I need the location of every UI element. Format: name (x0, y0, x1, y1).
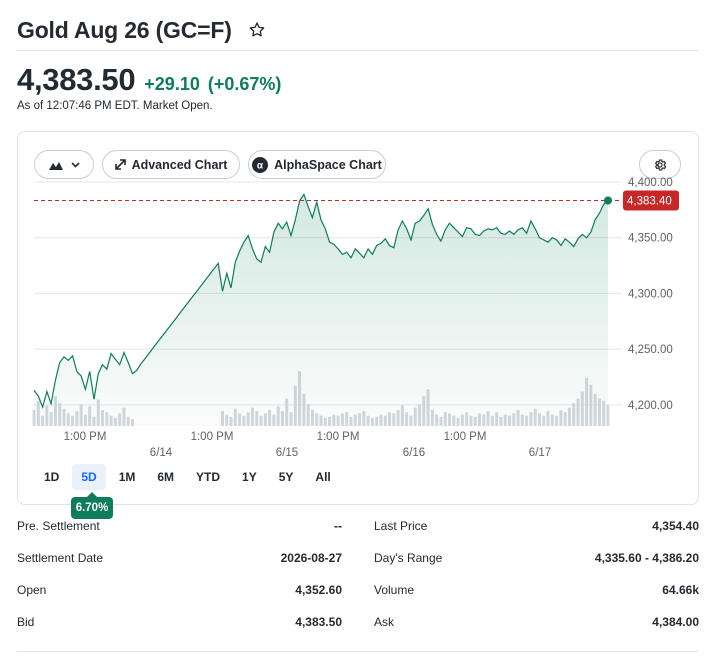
stat-row: Open 4,352.60 (17, 574, 342, 606)
stat-value: -- (334, 519, 342, 533)
stats-divider (17, 651, 699, 652)
last-price: 4,383.50 (17, 62, 136, 97)
range-performance-badge: 6.70% (71, 492, 113, 519)
range-button-1y[interactable]: 1Y (242, 470, 257, 484)
stat-row: Settlement Date 2026-08-27 (17, 542, 342, 574)
stat-label: Volume (374, 583, 415, 597)
x-time-label: 1:00 PM (317, 431, 360, 443)
x-time-label: 1:00 PM (191, 431, 234, 443)
y-tick-label: 4,400.00 (628, 177, 673, 189)
range-button-5d[interactable]: 5D (72, 464, 106, 490)
range-button-all[interactable]: All (315, 470, 331, 484)
y-tick-label: 4,250.00 (628, 344, 673, 356)
stat-row: Volume 64.66k (374, 574, 699, 606)
price-change: +29.10 (144, 74, 200, 94)
x-time-label: 1:00 PM (444, 431, 487, 443)
stat-row: Day's Range 4,335.60 - 4,386.20 (374, 542, 699, 574)
header-divider (17, 50, 699, 51)
range-button-5y[interactable]: 5Y (278, 470, 294, 484)
current-price-dot (604, 196, 612, 205)
quote-summary: 4,383.50 +29.10 (+0.67%) (17, 62, 281, 98)
stat-label: Settlement Date (17, 551, 104, 565)
stat-row: Pre. Settlement -- (17, 510, 342, 542)
stat-row: Bid 4,383.50 (17, 606, 342, 638)
stat-value: 4,352.60 (295, 583, 342, 597)
advanced-chart-label: Advanced Chart (131, 157, 228, 172)
y-tick-label: 4,200.00 (628, 400, 673, 412)
price-area (34, 194, 608, 426)
stat-value: 4,354.40 (652, 519, 699, 533)
mountain-chart-icon (48, 159, 63, 171)
range-button-6m[interactable]: 6M (157, 470, 175, 484)
range-button-1m[interactable]: 1M (118, 470, 136, 484)
chart-settings-button[interactable] (639, 150, 681, 179)
current-price-label: 4,383.40 (627, 195, 672, 207)
alphaspace-icon: α (252, 156, 269, 173)
x-date-label: 6/16 (403, 447, 425, 459)
stat-label: Pre. Settlement (17, 519, 100, 533)
range-button-ytd[interactable]: YTD (196, 470, 221, 484)
chart-card: Advanced Chart α AlphaSpace Chart 4,400.… (17, 131, 699, 519)
x-time-label: 1:00 PM (64, 431, 107, 443)
x-date-label: 6/14 (150, 447, 173, 459)
alphaspace-chart-label: AlphaSpace Chart (274, 157, 382, 172)
stat-label: Last Price (374, 519, 428, 533)
market-status: As of 12:07:46 PM EDT. Market Open. (17, 100, 213, 112)
stat-label: Ask (374, 615, 395, 629)
y-tick-label: 4,300.00 (628, 288, 673, 300)
y-tick-label: 4,350.00 (628, 233, 673, 245)
x-date-label: 6/17 (529, 447, 551, 459)
stat-label: Open (17, 583, 47, 597)
page-title: Gold Aug 26 (GC=F) (17, 16, 232, 43)
chart-type-dropdown[interactable] (34, 150, 94, 179)
stat-value: 4,383.50 (295, 615, 342, 629)
stat-value: 64.66k (662, 583, 699, 597)
stat-value: 4,384.00 (652, 615, 699, 629)
quote-header: Gold Aug 26 (GC=F) (17, 10, 699, 50)
stat-value: 4,335.60 - 4,386.20 (594, 551, 699, 565)
star-icon[interactable] (248, 21, 266, 39)
price-change-percent: (+0.67%) (207, 74, 282, 94)
alphaspace-chart-button[interactable]: α AlphaSpace Chart (248, 150, 386, 179)
range-selector: 1D 5D 1M 6M YTD 1Y 5Y All (35, 464, 344, 490)
advanced-chart-button[interactable]: Advanced Chart (102, 150, 240, 179)
stat-value: 2026-08-27 (280, 551, 342, 565)
stat-row: Last Price 4,354.40 (374, 510, 699, 542)
chevron-down-icon (70, 161, 80, 168)
current-price-badge (623, 190, 679, 211)
x-date-label: 6/15 (276, 447, 298, 459)
stat-row: Ask 4,384.00 (374, 606, 699, 638)
price-line (33, 192, 609, 410)
gear-icon (653, 158, 667, 172)
range-button-1d[interactable]: 1D (44, 470, 60, 484)
svg-text:α: α (257, 160, 264, 171)
expand-icon (114, 159, 126, 170)
price-chart[interactable]: 4,400.00 4,350.00 4,300.00 4,250.00 4,200.00… (18, 172, 698, 462)
stat-label: Bid (17, 615, 35, 629)
stat-label: Day's Range (374, 551, 443, 565)
